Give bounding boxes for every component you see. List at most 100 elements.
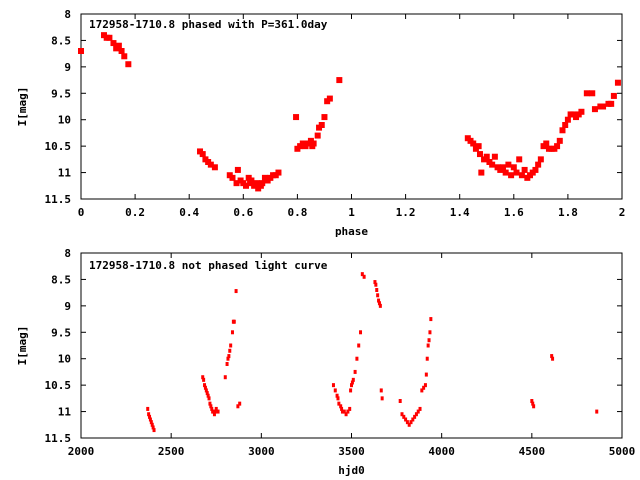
unphased-data-point (212, 409, 216, 414)
unphased-data-point (362, 274, 366, 279)
unphased-data-point (353, 369, 357, 374)
phased-data-point (491, 153, 498, 160)
phased-plot-frame (80, 13, 623, 200)
unphased-data-point (152, 428, 156, 433)
unphased-data-point (148, 414, 152, 419)
phased-data-point (556, 137, 563, 144)
phased-x-tick-label: 1 (348, 206, 355, 219)
phased-data-point (115, 42, 122, 49)
unphased-data-point (227, 354, 231, 359)
unphased-data-point (344, 412, 348, 417)
unphased-x-tick-label: 2500 (158, 445, 185, 458)
phased-data-point (318, 122, 325, 128)
unphased-data-point (335, 393, 339, 398)
phased-data-point (275, 169, 282, 176)
unphased-data-point (229, 343, 233, 348)
unphased-plot-frame (80, 252, 623, 439)
unphased-data-point (360, 272, 364, 277)
phased-x-tick-label: 1.6 (504, 206, 524, 219)
unphased-x-tick-label: 2000 (68, 445, 95, 458)
phased-data-point (253, 180, 260, 187)
phased-data-point (608, 100, 615, 107)
unphased-data-point (147, 412, 151, 417)
unphased-chart-title: 172958-1710.8 not phased light curve (89, 259, 328, 272)
phased-x-axis-label: phase (335, 225, 368, 238)
unphased-data-point (531, 401, 535, 406)
phased-x-tick-label: 1.4 (450, 206, 470, 219)
phased-data-point (505, 161, 512, 168)
unphased-data-point (428, 330, 432, 335)
phased-data-point (610, 92, 617, 99)
phased-data-point (591, 106, 598, 113)
unphased-data-point (151, 425, 155, 430)
unphased-data-point (212, 412, 216, 417)
phased-x-tick-label: 2 (619, 206, 626, 219)
unphased-data-point (424, 372, 428, 377)
unphased-data-point (377, 298, 381, 303)
phased-chart-title: 172958-1710.8 phased with P=361.0day (89, 18, 328, 31)
unphased-data-point (409, 420, 413, 425)
phased-data-point (483, 153, 490, 160)
unphased-data-point (427, 338, 431, 343)
unphased-data-point (380, 396, 384, 401)
unphased-data-point (532, 404, 536, 409)
phased-y-tick-label: 9 (64, 61, 71, 74)
phased-data-point (535, 161, 542, 168)
unphased-y-tick-label: 8.5 (51, 273, 71, 286)
unphased-data-point (350, 380, 354, 385)
phased-data-points (78, 32, 621, 192)
unphased-data-point (351, 377, 355, 382)
unphased-data-point (349, 388, 353, 393)
unphased-data-point (407, 422, 411, 427)
phased-data-point (508, 172, 515, 179)
unphased-data-point (551, 356, 555, 361)
unphased-y-tick-label: 10.5 (45, 379, 72, 392)
unphased-data-point (402, 414, 406, 419)
unphased-data-point (376, 293, 380, 298)
phased-data-point (211, 164, 218, 171)
unphased-data-point (405, 420, 409, 425)
phased-y-tick-label: 8.5 (51, 34, 71, 47)
unphased-data-point (214, 406, 218, 411)
phased-data-point (614, 79, 621, 86)
unphased-data-point (404, 417, 408, 422)
phased-x-tick-label: 0.6 (233, 206, 253, 219)
unphased-data-point (375, 288, 379, 292)
unphased-data-point (148, 417, 152, 422)
phased-data-point (207, 161, 214, 168)
phased-data-point (106, 34, 113, 41)
unphased-data-point (357, 343, 361, 348)
phased-data-point (293, 114, 300, 121)
unphased-data-point (346, 409, 350, 414)
phased-x-tick-label: 0.8 (287, 206, 307, 219)
phased-data-point (326, 95, 333, 102)
phased-y-tick-label: 10 (58, 114, 71, 127)
phased-data-point (489, 161, 496, 168)
phased-data-point (121, 53, 128, 60)
phased-data-point (476, 151, 483, 158)
phased-data-point (233, 180, 240, 187)
phased-data-point (502, 169, 509, 176)
phased-light-curve-panel: 0 0.2 0.4 0.6 0.8 1 1.2 1.4 1.6 1.8 2 8 8.5 9 9.5 10 10.… (16, 8, 625, 238)
phased-data-point (248, 177, 255, 184)
phased-data-point (510, 164, 517, 171)
phased-data-point (336, 77, 343, 84)
phased-x-tick-label: 1.8 (558, 206, 578, 219)
unphased-data-point (400, 412, 404, 417)
unphased-data-point (420, 388, 424, 393)
unphased-data-point (373, 280, 377, 285)
unphased-data-point (340, 409, 344, 414)
unphased-data-point (205, 391, 209, 396)
phased-data-point (513, 169, 520, 176)
unphased-data-point (416, 409, 420, 414)
unphased-data-point (206, 393, 210, 398)
phased-data-point (600, 103, 607, 110)
unphased-data-point (411, 417, 415, 422)
phased-data-point (470, 140, 477, 147)
unphased-data-point (146, 406, 150, 411)
phased-data-point (78, 48, 84, 54)
unphased-data-point (348, 406, 352, 411)
unphased-data-point (426, 343, 430, 348)
phased-data-point (199, 151, 206, 158)
